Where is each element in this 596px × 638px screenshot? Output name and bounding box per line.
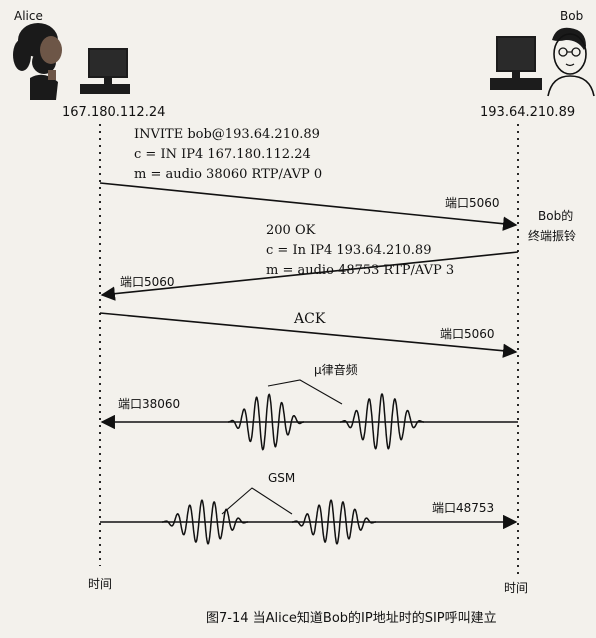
ack-port: 端口5060	[440, 327, 495, 341]
mulaw-waveform-1	[228, 393, 304, 451]
ok-port: 端口5060	[120, 275, 175, 289]
gsm-waveform-1	[162, 499, 248, 545]
mulaw-pointer-lines	[267, 379, 343, 405]
alice-name: Alice	[14, 9, 43, 23]
bob-time-label: 时间	[504, 581, 528, 595]
invite-line-3: m = audio 38060 RTP/AVP 0	[134, 167, 322, 182]
invite-line-2: c = IN IP4 167.180.112.24	[134, 147, 311, 162]
invite-line-1: INVITE bob@193.64.210.89	[134, 127, 320, 142]
mulaw-port: 端口38060	[118, 397, 180, 411]
alice-ip: 167.180.112.24	[62, 105, 165, 120]
gsm-label: GSM	[268, 471, 295, 485]
gsm-port: 端口48753	[432, 501, 494, 515]
bob-ringing-line-2: 终端振铃	[528, 228, 576, 243]
alice-time-label: 时间	[88, 577, 112, 591]
ok-arrow	[100, 251, 519, 301]
bob-name: Bob	[560, 9, 583, 23]
bob-ringing-line-1: Bob的	[538, 208, 573, 223]
ok-line-1: 200 OK	[266, 223, 316, 238]
ack-label: ACK	[293, 311, 326, 327]
ack-arrow	[99, 312, 518, 358]
mulaw-waveform-2	[340, 392, 424, 450]
invite-arrow	[99, 182, 518, 231]
invite-port: 端口5060	[445, 196, 500, 210]
bob-computer-icon	[490, 36, 542, 90]
bob-ip: 193.64.210.89	[480, 105, 575, 120]
bob-person-icon	[547, 27, 595, 97]
mulaw-label: μ律音频	[314, 362, 358, 377]
gsm-waveform-2	[292, 499, 376, 545]
alice-person-icon	[13, 23, 62, 100]
alice-computer-icon	[80, 48, 130, 94]
gsm-pointer-lines	[221, 487, 293, 515]
ok-line-2: c = In IP4 193.64.210.89	[266, 243, 431, 258]
figure-caption: 图7-14 当Alice知道Bob的IP地址时的SIP呼叫建立	[206, 610, 497, 626]
ok-line-3: m = audio 48753 RTP/AVP 3	[266, 263, 454, 278]
